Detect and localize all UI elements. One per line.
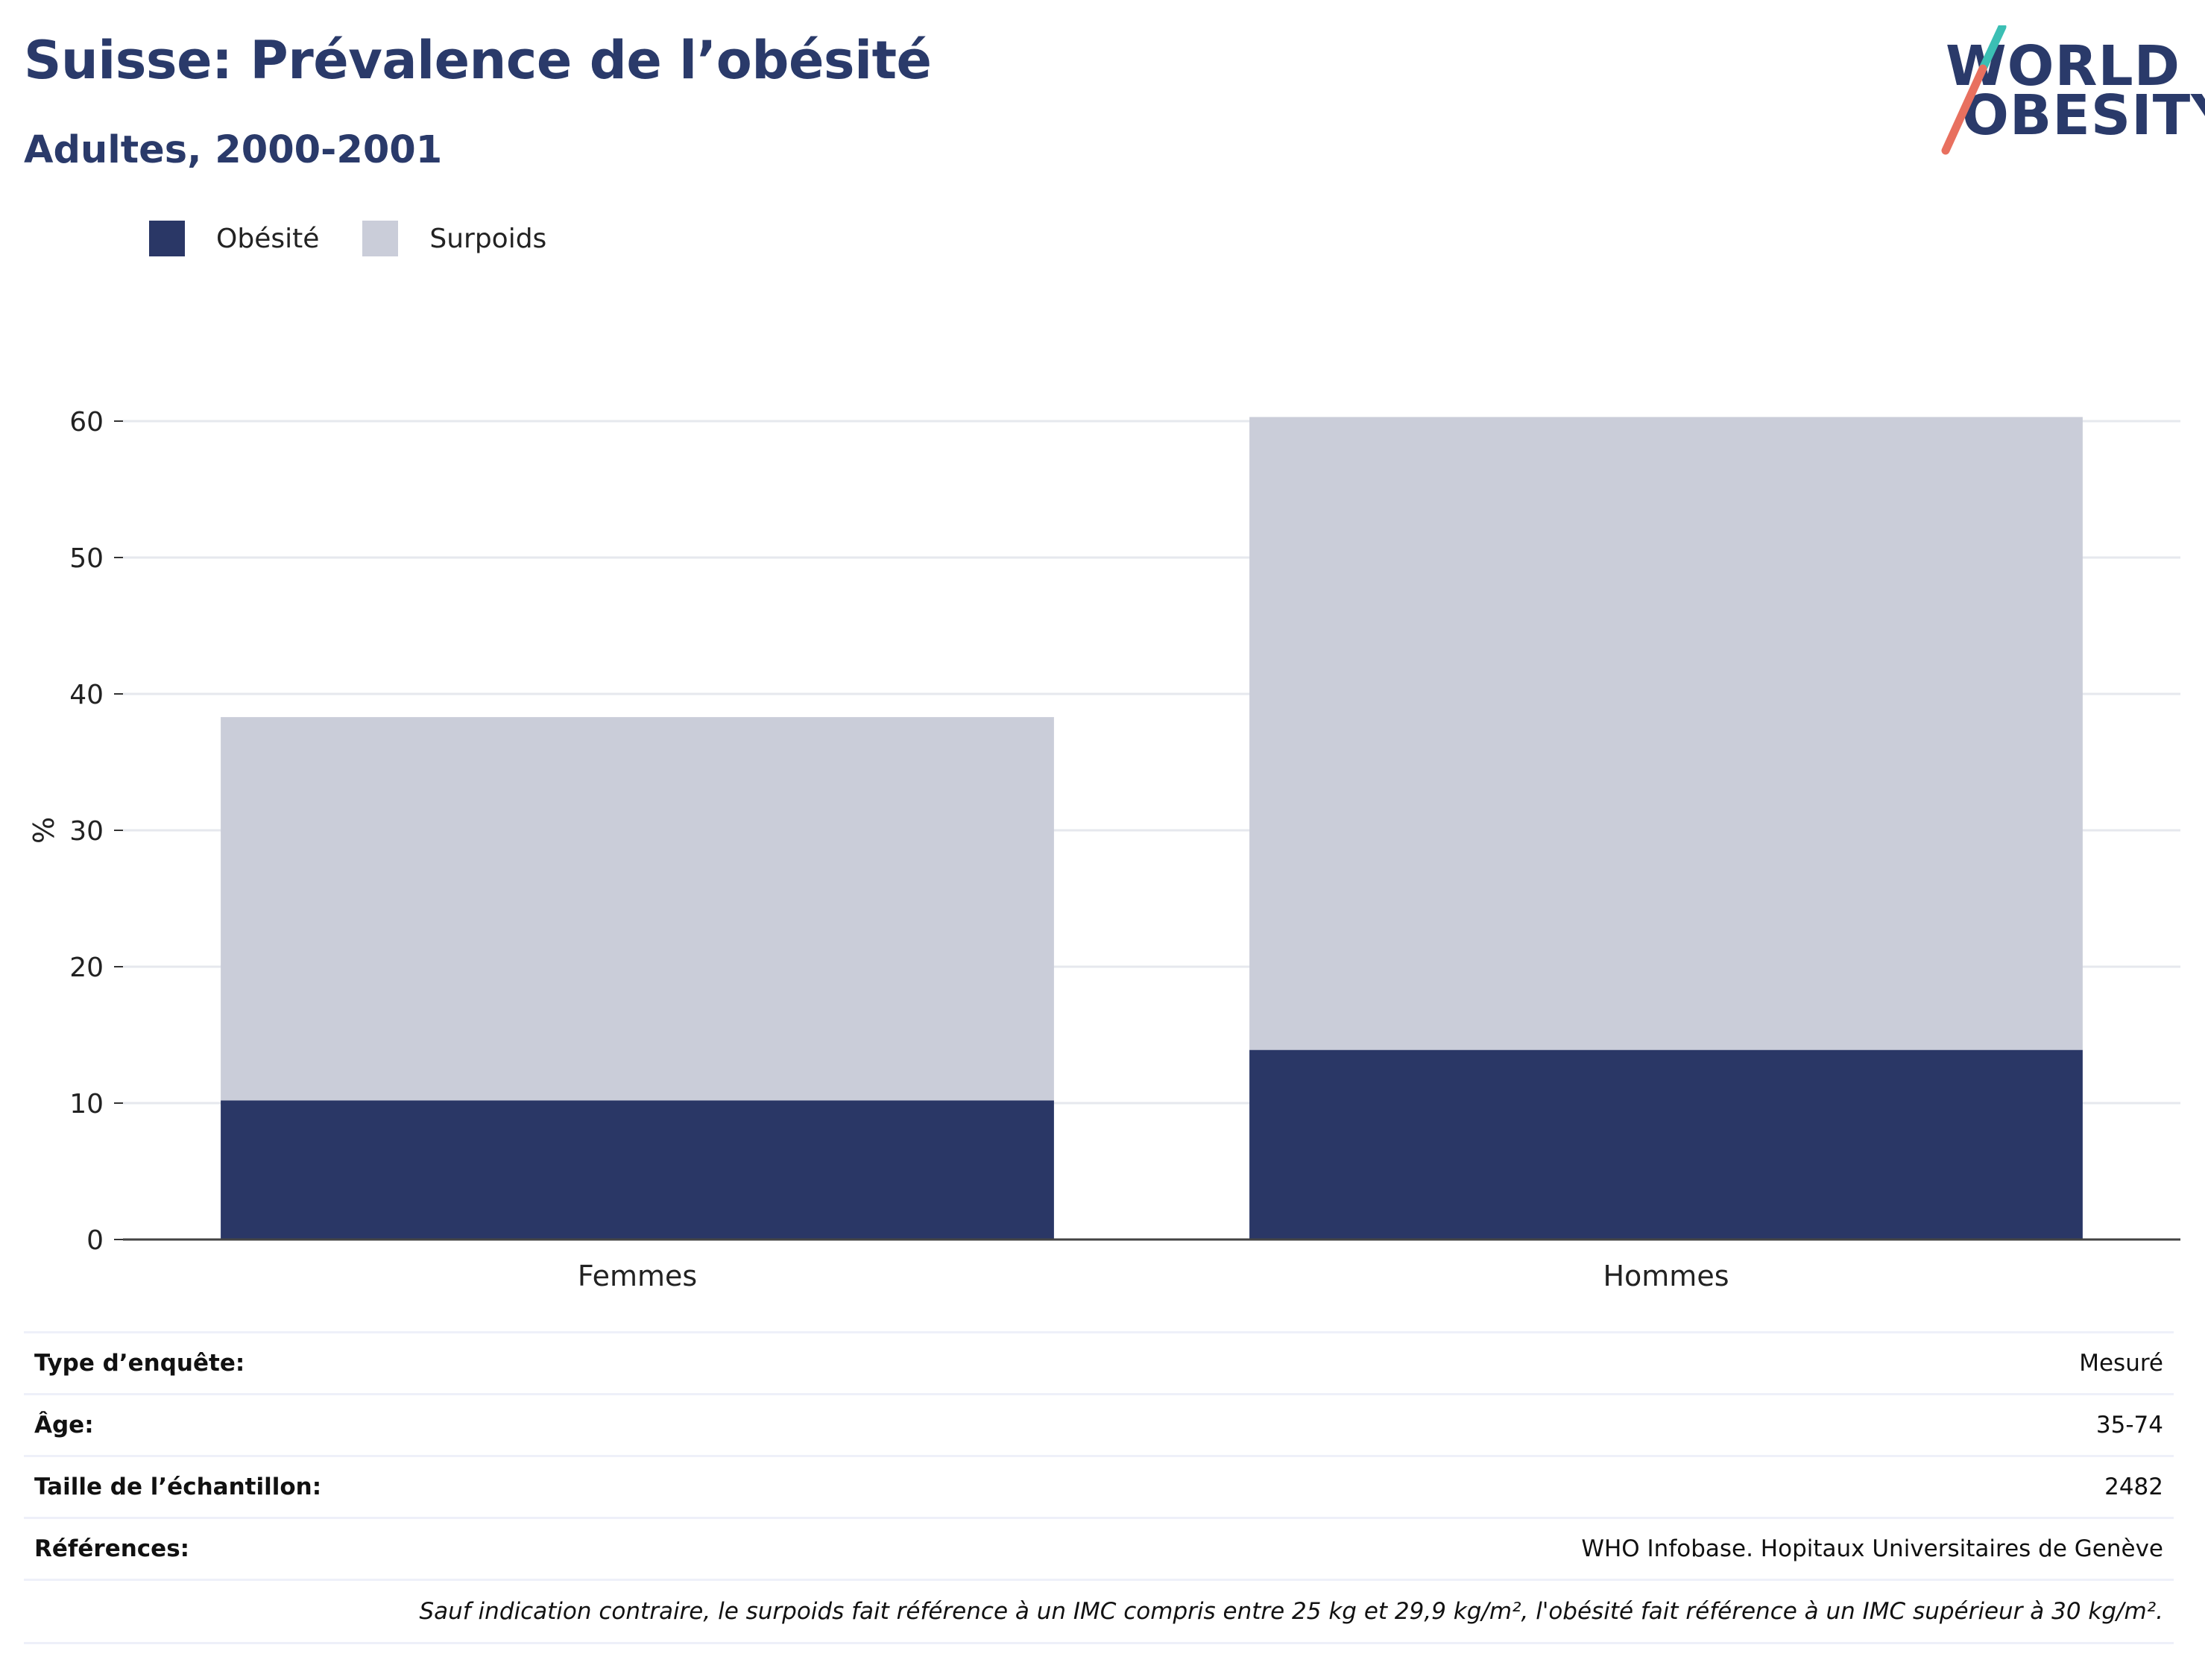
info-value: WHO Infobase. Hopitaux Universitaires de… <box>1581 1535 2163 1562</box>
x-tick-label: Hommes <box>1603 1260 1729 1292</box>
legend-swatch-surpoids <box>362 221 399 256</box>
definition-footnote: Sauf indication contraire, le surpoids f… <box>24 1581 2174 1644</box>
y-tick-label: 10 <box>69 1089 104 1120</box>
y-tick-label: 0 <box>86 1225 104 1256</box>
y-tick-label: 40 <box>69 680 104 710</box>
legend-item-obesite[interactable]: Obésité <box>149 221 319 256</box>
bar-obesite-hommes <box>1249 1049 2083 1240</box>
chart-subtitle: Adultes, 2000-2001 <box>24 128 443 172</box>
y-tick-label: 20 <box>69 953 104 983</box>
survey-info-table: Type d’enquête: Mesuré Âge: 35-74 Taille… <box>24 1331 2174 1644</box>
legend-label-surpoids: Surpoids <box>429 223 547 254</box>
info-label: Âge: <box>34 1412 94 1439</box>
info-value: 2482 <box>2104 1474 2163 1500</box>
world-obesity-logo: WORLD OBESITY <box>1937 25 2205 158</box>
info-row-survey-type: Type d’enquête: Mesuré <box>24 1333 2174 1395</box>
x-tick-label: Femmes <box>578 1260 697 1292</box>
info-label: Taille de l’échantillon: <box>34 1474 322 1500</box>
legend-item-surpoids[interactable]: Surpoids <box>362 221 546 256</box>
info-row-age: Âge: 35-74 <box>24 1395 2174 1457</box>
y-tick-label: 50 <box>69 543 104 574</box>
info-label: Références: <box>34 1535 190 1562</box>
info-row-sample-size: Taille de l’échantillon: 2482 <box>24 1457 2174 1519</box>
info-value: Mesuré <box>2079 1350 2163 1377</box>
y-tick-label: 60 <box>69 407 104 438</box>
logo-slash-icon <box>1941 25 2007 155</box>
bar-surpoids-hommes <box>1249 417 2083 1050</box>
y-axis-label: % <box>28 817 60 844</box>
info-label: Type d’enquête: <box>34 1350 245 1377</box>
info-row-references: Références: WHO Infobase. Hopitaux Unive… <box>24 1519 2174 1581</box>
logo-line-2: OBESITY <box>1962 83 2205 148</box>
bar-obesite-femmes <box>221 1100 1054 1240</box>
legend-label-obesite: Obésité <box>216 223 320 254</box>
chart-title: Suisse: Prévalence de l’obésité <box>24 30 932 91</box>
y-tick-label: 30 <box>69 816 104 847</box>
info-value: 35-74 <box>2095 1412 2163 1439</box>
chart-legend: Obésité Surpoids <box>149 221 590 256</box>
stacked-bar-chart: 0 10 20 30 40 50 60% Femmes Hommes <box>28 407 2180 1292</box>
bar-surpoids-femmes <box>221 717 1054 1101</box>
legend-swatch-obesite <box>149 221 185 256</box>
